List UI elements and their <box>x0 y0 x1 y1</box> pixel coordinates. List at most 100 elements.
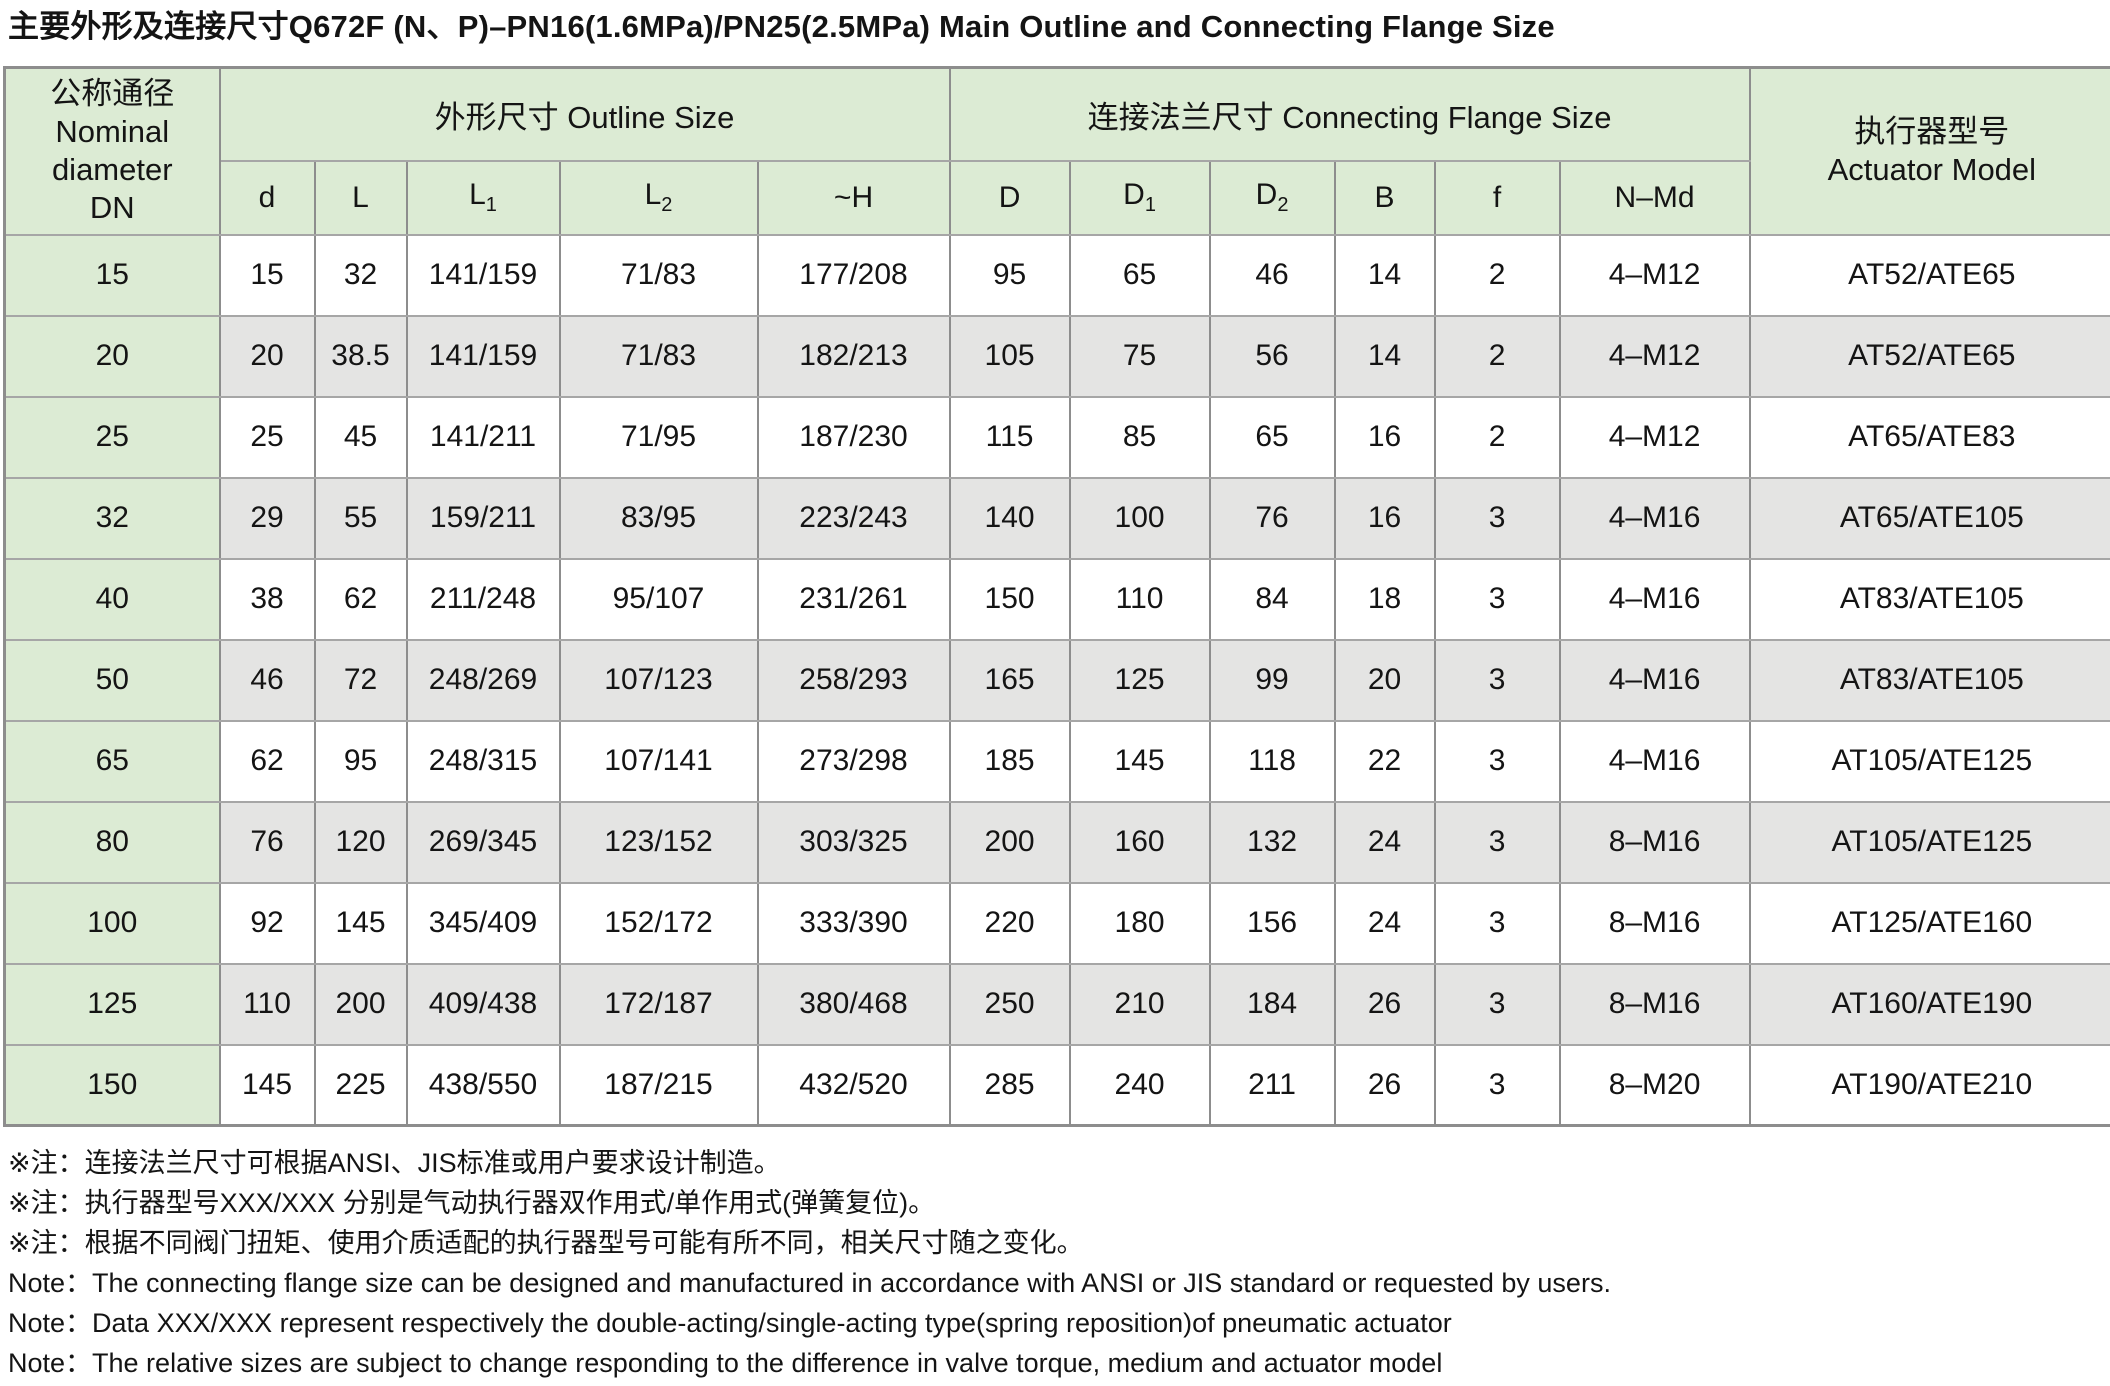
data-cell: 71/95 <box>558 395 759 479</box>
data-cell: 8–M16 <box>1558 881 1751 965</box>
note-line: ※注：执行器型号XXX/XXX 分别是气动执行器双作用式/单作用式(弹簧复位)。 <box>8 1188 936 1218</box>
data-cell: 223/243 <box>756 476 951 560</box>
column-header-l1: L1 <box>405 159 561 236</box>
data-cell: AT105/ATE125 <box>1748 719 2110 803</box>
data-cell: 75 <box>1068 314 1211 398</box>
data-cell: 71/83 <box>558 314 759 398</box>
data-cell: 4–M12 <box>1558 233 1751 317</box>
data-cell: 211/248 <box>405 557 561 641</box>
data-cell: 250 <box>948 962 1071 1046</box>
column-header-nominal-diameter: 公称通径 Nominal diameter DN <box>3 66 221 236</box>
data-cell: 38.5 <box>313 314 408 398</box>
dimensions-table: 公称通径 Nominal diameter DN 外形尺寸 Outline Si… <box>3 66 2110 1127</box>
dn-cell: 100 <box>3 881 221 965</box>
dn-cell: 15 <box>3 233 221 317</box>
data-cell: 56 <box>1208 314 1336 398</box>
data-cell: 2 <box>1433 395 1561 479</box>
data-cell: 24 <box>1333 881 1436 965</box>
data-cell: 26 <box>1333 1043 1436 1127</box>
note-line: Note：Data XXX/XXX represent respectively… <box>8 1308 1452 1338</box>
table-row: 25 25 45 141/211 71/95 187/230 115 85 65 16 2 4–M12… <box>3 395 2110 479</box>
data-cell: 200 <box>948 800 1071 884</box>
note-line: Note：The relative sizes are subject to c… <box>8 1348 1443 1378</box>
data-cell: 258/293 <box>756 638 951 722</box>
data-cell: 22 <box>1333 719 1436 803</box>
data-cell: 248/269 <box>405 638 561 722</box>
data-cell: 20 <box>1333 638 1436 722</box>
data-cell: 220 <box>948 881 1071 965</box>
data-cell: 145 <box>313 881 408 965</box>
table-row: 100 92 145 345/409 152/172 333/390 220 180 156 24… <box>3 881 2110 965</box>
data-cell: 303/325 <box>756 800 951 884</box>
data-cell: 4–M12 <box>1558 314 1751 398</box>
table-row: 15 15 32 141/159 71/83 177/208 95 65 46 14 2 4–M12 A… <box>3 233 2110 317</box>
data-cell: 110 <box>1068 557 1211 641</box>
data-cell: 8–M16 <box>1558 962 1751 1046</box>
data-cell: 8–M16 <box>1558 800 1751 884</box>
data-cell: 156 <box>1208 881 1336 965</box>
data-cell: 4–M12 <box>1558 395 1751 479</box>
group-header-connecting-flange-size: 连接法兰尺寸 Connecting Flange Size <box>948 66 1751 162</box>
column-header-d: d <box>218 159 316 236</box>
data-cell: 14 <box>1333 233 1436 317</box>
data-cell: 100 <box>1068 476 1211 560</box>
data-cell: 145 <box>218 1043 316 1127</box>
data-cell: 187/230 <box>756 395 951 479</box>
data-cell: 132 <box>1208 800 1336 884</box>
data-cell: 99 <box>1208 638 1336 722</box>
data-cell: 55 <box>313 476 408 560</box>
data-cell: 45 <box>313 395 408 479</box>
table-row: 80 76 120 269/345 123/152 303/325 200 160 132 24 3… <box>3 800 2110 884</box>
data-cell: 26 <box>1333 962 1436 1046</box>
data-cell: 159/211 <box>405 476 561 560</box>
data-cell: 123/152 <box>558 800 759 884</box>
data-cell: 211 <box>1208 1043 1336 1127</box>
data-cell: 2 <box>1433 314 1561 398</box>
data-cell: AT105/ATE125 <box>1748 800 2110 884</box>
data-cell: 3 <box>1433 962 1561 1046</box>
data-cell: 115 <box>948 395 1071 479</box>
data-cell: 185 <box>948 719 1071 803</box>
table-row: 50 46 72 248/269 107/123 258/293 165 125 99 20 3 4–… <box>3 638 2110 722</box>
table-row: 125 110 200 409/438 172/187 380/468 250 210 184 2… <box>3 962 2110 1046</box>
data-cell: AT52/ATE65 <box>1748 233 2110 317</box>
data-cell: 76 <box>1208 476 1336 560</box>
table-row: 40 38 62 211/248 95/107 231/261 150 110 84 18 3 4–M… <box>3 557 2110 641</box>
data-cell: 345/409 <box>405 881 561 965</box>
data-cell: 24 <box>1333 800 1436 884</box>
data-cell: 95 <box>948 233 1071 317</box>
data-cell: 85 <box>1068 395 1211 479</box>
data-cell: 240 <box>1068 1043 1211 1127</box>
column-header-d1: D1 <box>1068 159 1211 236</box>
data-cell: 3 <box>1433 638 1561 722</box>
data-cell: 25 <box>218 395 316 479</box>
data-cell: 38 <box>218 557 316 641</box>
data-cell: 273/298 <box>756 719 951 803</box>
data-cell: 438/550 <box>405 1043 561 1127</box>
note-line: ※注：根据不同阀门扭矩、使用介质适配的执行器型号可能有所不同，相关尺寸随之变化。 <box>8 1228 1084 1258</box>
data-cell: 187/215 <box>558 1043 759 1127</box>
data-cell: 14 <box>1333 314 1436 398</box>
data-cell: 71/83 <box>558 233 759 317</box>
data-cell: 152/172 <box>558 881 759 965</box>
group-header-outline-size: 外形尺寸 Outline Size <box>218 66 951 162</box>
data-cell: AT52/ATE65 <box>1748 314 2110 398</box>
data-cell: 4–M16 <box>1558 719 1751 803</box>
dn-cell: 25 <box>3 395 221 479</box>
data-cell: 83/95 <box>558 476 759 560</box>
data-cell: 231/261 <box>756 557 951 641</box>
data-cell: 84 <box>1208 557 1336 641</box>
data-cell: 150 <box>948 557 1071 641</box>
data-cell: 3 <box>1433 557 1561 641</box>
column-header-d2: D2 <box>1208 159 1336 236</box>
data-cell: 107/123 <box>558 638 759 722</box>
table-row: 150 145 225 438/550 187/215 432/520 285 240 211 2… <box>3 1043 2110 1127</box>
dn-cell: 80 <box>3 800 221 884</box>
data-cell: 200 <box>313 962 408 1046</box>
data-cell: 32 <box>313 233 408 317</box>
data-cell: AT190/ATE210 <box>1748 1043 2110 1127</box>
column-header-nmd: N–Md <box>1558 159 1751 236</box>
data-cell: 4–M16 <box>1558 557 1751 641</box>
column-header-f: f <box>1433 159 1561 236</box>
